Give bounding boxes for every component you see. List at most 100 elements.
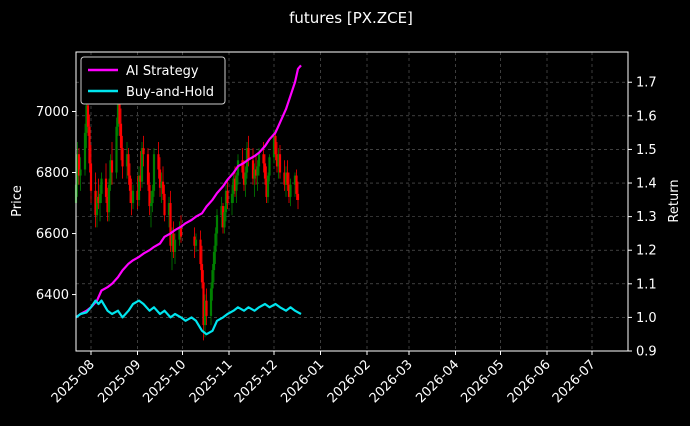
candlestick xyxy=(263,154,267,185)
candle-body xyxy=(167,203,171,216)
candle-body xyxy=(79,169,82,176)
candle-body xyxy=(88,126,91,164)
candle-body xyxy=(140,148,144,182)
candlestick xyxy=(278,145,282,179)
candlestick xyxy=(172,221,175,258)
candle-body xyxy=(203,300,207,326)
candle-body xyxy=(106,196,109,213)
legend-label-ai-strategy: AI Strategy xyxy=(126,64,199,79)
candle-body xyxy=(94,190,97,216)
candle-body xyxy=(130,190,133,204)
candlestick xyxy=(230,184,234,216)
candle-body xyxy=(152,154,156,191)
candlestick xyxy=(220,196,223,228)
candle-body xyxy=(151,190,154,204)
candlestick xyxy=(205,288,208,326)
candle-body xyxy=(200,264,204,283)
candle-body xyxy=(233,178,237,191)
candlestick xyxy=(95,190,99,228)
candle-body xyxy=(110,160,114,173)
candle-body xyxy=(118,99,121,124)
candle-body xyxy=(254,169,258,176)
candle-body xyxy=(241,160,244,173)
candlestick xyxy=(146,148,150,191)
candle-body xyxy=(278,154,282,173)
candlestick xyxy=(235,172,238,204)
candlestick xyxy=(119,108,123,161)
candle-body xyxy=(85,105,88,133)
candlestick xyxy=(136,175,139,210)
candlestick xyxy=(140,142,144,188)
right-axis: 0.9 1.0 1.1 1.2 1.3 1.4 1.5 1.6 1.7 xyxy=(628,76,657,360)
candlestick xyxy=(193,227,196,258)
candlestick xyxy=(152,148,156,197)
y-right-tick-label: 1.4 xyxy=(636,177,657,192)
candle-body xyxy=(283,172,286,185)
candle-body xyxy=(104,178,108,197)
candlestick xyxy=(215,209,219,246)
candlestick xyxy=(289,178,292,207)
y-axis-left-title: Price xyxy=(10,185,25,217)
candlestick xyxy=(242,160,246,191)
candlestick xyxy=(137,166,141,207)
candle-body xyxy=(202,282,205,326)
candle-body xyxy=(287,184,291,197)
y-right-tick-label: 1.1 xyxy=(636,277,657,292)
candlestick xyxy=(88,114,91,173)
candle-body xyxy=(220,206,223,216)
candlestick xyxy=(109,154,112,191)
candle-body xyxy=(97,196,100,204)
candle-body xyxy=(169,203,172,246)
y-right-tick-label: 1.2 xyxy=(636,244,657,259)
candle-body xyxy=(247,148,250,161)
candlestick xyxy=(151,184,154,213)
candle-body xyxy=(266,175,270,197)
candlestick xyxy=(148,172,151,216)
candle-body xyxy=(100,178,103,194)
candle-body xyxy=(274,135,277,155)
y-right-tick-label: 1.3 xyxy=(636,210,657,225)
y-right-tick-label: 0.9 xyxy=(636,345,657,360)
candlestick xyxy=(256,160,259,191)
candlestick xyxy=(167,196,171,228)
y-left-tick-label: 6800 xyxy=(36,166,69,181)
candlestick xyxy=(121,135,124,179)
candlestick xyxy=(158,157,162,197)
candle-body xyxy=(149,203,153,207)
candle-body xyxy=(263,163,267,179)
y-right-tick-label: 1.0 xyxy=(636,311,657,326)
candle-body xyxy=(253,169,256,179)
candlestick xyxy=(214,227,217,265)
candle-body xyxy=(209,288,213,316)
candle-body xyxy=(193,236,196,246)
candlestick xyxy=(83,123,87,176)
candlestick xyxy=(142,135,145,167)
candle-body xyxy=(265,178,268,197)
candlestick xyxy=(254,154,258,185)
candlestick xyxy=(139,151,142,191)
candle-body xyxy=(289,184,292,197)
candlestick xyxy=(161,166,165,200)
candlestick xyxy=(284,166,288,197)
candlestick xyxy=(127,148,130,185)
candlestick xyxy=(293,172,297,197)
candle-body xyxy=(131,190,135,204)
candlestick xyxy=(209,282,213,326)
candlestick xyxy=(194,233,198,252)
legend-label-buy-and-hold: Buy-and-Hold xyxy=(126,85,214,100)
candle-body xyxy=(157,154,160,170)
candlestick xyxy=(295,169,298,200)
candle-body xyxy=(83,132,87,170)
candlestick xyxy=(179,215,183,243)
candlestick xyxy=(274,129,277,161)
candlestick xyxy=(296,181,300,210)
candlestick xyxy=(283,160,286,191)
candle-body xyxy=(136,190,139,200)
candlestick xyxy=(76,142,79,197)
candle-body xyxy=(223,212,226,228)
candlestick xyxy=(232,172,235,204)
left-axis: 6400 6600 6800 7000 xyxy=(36,105,76,303)
candlestick xyxy=(79,157,82,191)
candlestick xyxy=(169,190,172,252)
